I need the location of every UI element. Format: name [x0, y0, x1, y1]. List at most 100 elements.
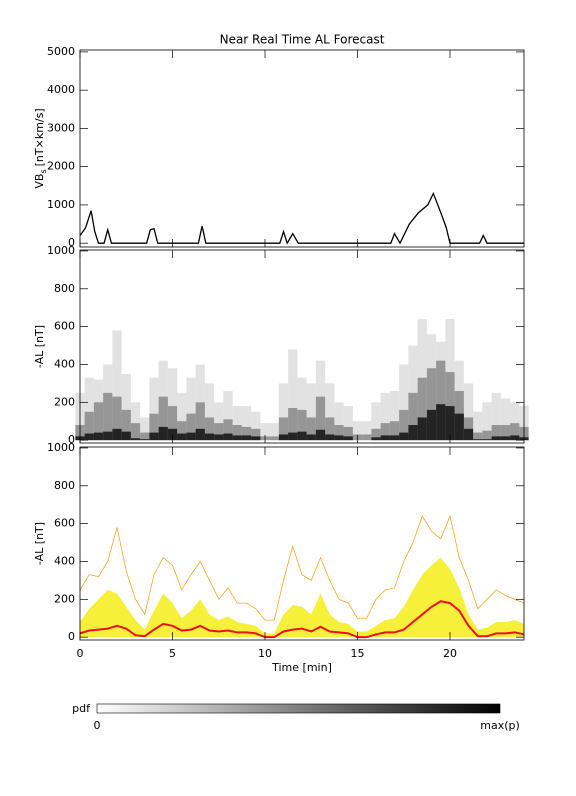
pdf-cell: [251, 428, 261, 441]
pdf-cell: [500, 398, 511, 441]
pdf-cell: [93, 402, 104, 441]
y-tick-label: 200: [54, 592, 75, 605]
pdf-cell: [84, 411, 94, 441]
pdf-cell: [306, 434, 316, 441]
y-tick-label: 5000: [47, 45, 75, 58]
pdf-cell: [186, 377, 196, 441]
x-tick-label: 20: [443, 647, 457, 660]
y-tick-label: 600: [54, 320, 75, 333]
pdf-cell: [417, 417, 427, 441]
pdf-cell: [445, 406, 455, 441]
pdf-cell: [241, 435, 252, 441]
y-tick-label: 4000: [47, 83, 75, 96]
pdf-cell: [223, 390, 233, 441]
y-tick-label: 0: [68, 630, 75, 643]
pdf-cell: [325, 417, 335, 441]
y-tick-label: 200: [54, 395, 75, 408]
pdf-cell: [389, 421, 400, 441]
pdf-cell: [389, 390, 400, 441]
pdf-cell: [214, 434, 224, 441]
pdf-cell: [362, 434, 372, 441]
pdf-cell: [186, 432, 196, 441]
pdf-cell: [362, 421, 372, 441]
pdf-cell: [343, 426, 353, 441]
y-axis-label: VBs [nT×km/s]: [33, 108, 48, 188]
pdf-cell: [140, 417, 150, 441]
pdf-cell: [334, 435, 344, 441]
pdf-cell: [454, 413, 464, 441]
pdf-cell: [500, 436, 511, 441]
y-tick-label: 3000: [47, 121, 75, 134]
y-tick-label: 0: [68, 433, 75, 446]
pdf-cell: [510, 435, 520, 441]
pdf-cell: [103, 431, 113, 441]
pdf-cell: [473, 432, 483, 441]
pdf-cell: [482, 430, 492, 441]
pdf-cell: [251, 436, 261, 441]
pdf-cell: [130, 402, 141, 441]
pdf-cell: [223, 419, 233, 441]
pdf-cell: [232, 406, 242, 441]
pdf-cell: [177, 433, 187, 441]
colorbar-max: max(p): [480, 719, 520, 732]
pdf-cell: [352, 421, 363, 441]
pdf-cell: [306, 383, 316, 441]
pdf-cell: [186, 413, 196, 441]
y-tick-label: 2000: [47, 160, 75, 173]
pdf-cell: [167, 406, 178, 441]
pdf-cell: [177, 392, 187, 441]
colorbar-min: 0: [94, 719, 101, 732]
pdf-cell: [297, 409, 307, 441]
y-tick-label: 600: [54, 517, 75, 530]
max-line: [79, 514, 525, 621]
pdf-cell: [223, 433, 233, 441]
median-line: [79, 600, 525, 639]
pdf-cell: [121, 431, 131, 441]
pdf-cell: [482, 439, 492, 441]
pdf-cell: [232, 435, 242, 441]
pdf-cell: [436, 404, 446, 441]
title: Near Real Time AL Forecast: [220, 33, 385, 47]
pdf-cell: [288, 407, 298, 441]
pdf-cell: [251, 411, 261, 441]
pdf-cell: [112, 330, 122, 441]
x-tick-label: 0: [77, 647, 84, 660]
pdf-cell: [112, 396, 122, 441]
plot-frame: [79, 446, 525, 641]
pdf-cell: [389, 435, 400, 441]
pdf-cell: [177, 421, 187, 441]
pdf-cell: [380, 423, 390, 441]
vbs-line: [79, 191, 524, 245]
pdf-cell: [510, 402, 520, 441]
pdf-cell: [426, 368, 437, 441]
y-tick-label: 400: [54, 554, 75, 567]
pdf-cell: [204, 433, 215, 441]
pdf-cell: [325, 383, 335, 441]
pdf-cell: [417, 377, 427, 441]
pdf-cell: [473, 411, 483, 441]
pdf-cell: [463, 383, 474, 441]
pdf-cell: [121, 409, 131, 441]
pdf-cell: [121, 373, 131, 441]
pdf-cell: [408, 392, 418, 441]
pdf-cell: [167, 428, 178, 441]
pdf-cell: [214, 423, 224, 441]
pdf-cell: [149, 432, 159, 441]
pdf-cell: [140, 439, 150, 441]
x-tick-label: 10: [258, 647, 272, 660]
pdf-cell: [334, 425, 344, 441]
pdf-cell: [297, 377, 307, 441]
pdf-cell: [103, 392, 113, 441]
y-tick-label: 400: [54, 357, 75, 370]
y-tick-label: 1000: [47, 198, 75, 211]
y-axis-label-part: s: [39, 169, 48, 173]
pdf-cell: [500, 425, 511, 441]
pdf-cell: [306, 417, 316, 441]
pdf-cell: [399, 432, 409, 441]
pdf-cell: [204, 383, 215, 441]
plot-frame: [79, 249, 525, 444]
pdf-cell: [112, 428, 122, 441]
pdf-cell: [510, 423, 520, 441]
colorbar: [96, 703, 501, 714]
